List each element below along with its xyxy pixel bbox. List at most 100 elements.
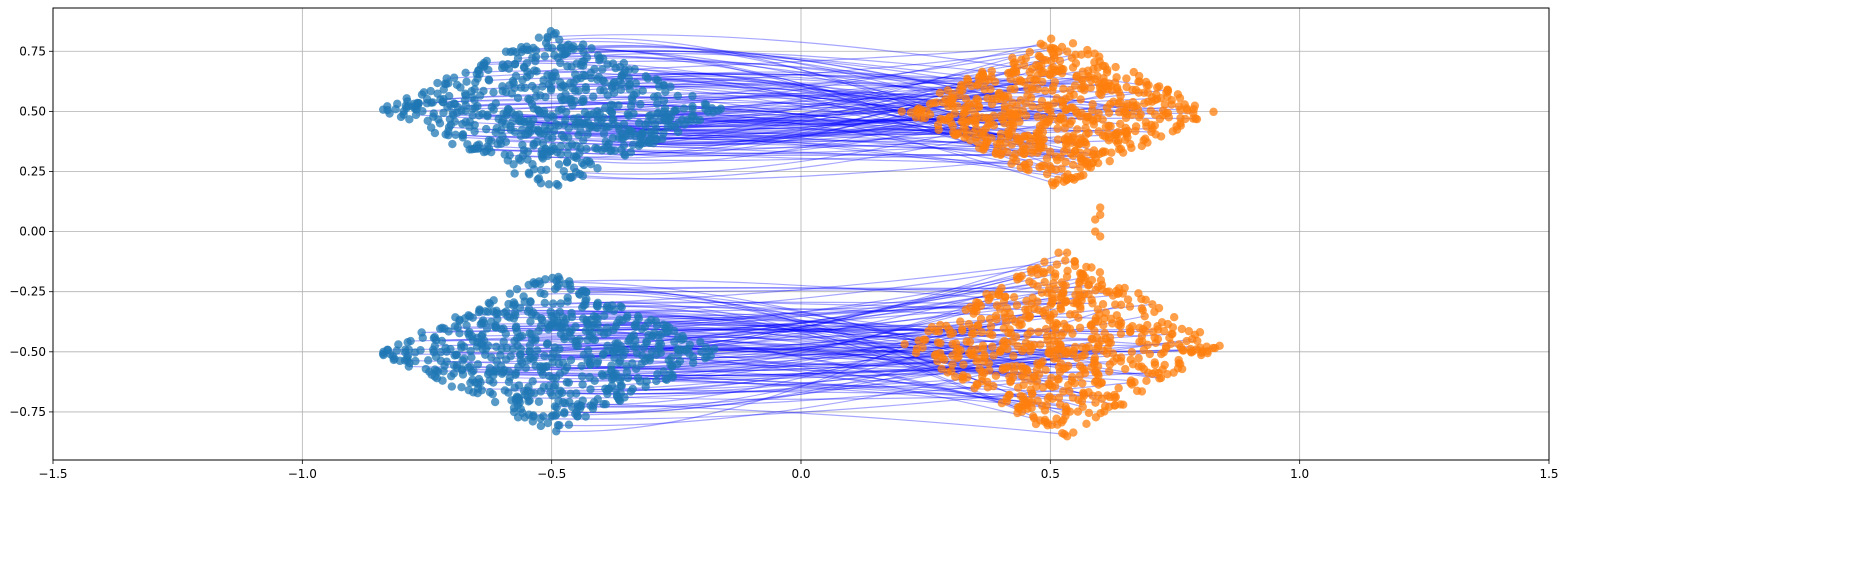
target-point [992, 301, 1002, 310]
target-point [1082, 112, 1091, 121]
target-point [1019, 149, 1028, 159]
source-point [447, 382, 457, 391]
target-point [1095, 52, 1104, 61]
target-point [1040, 120, 1050, 130]
source-point [673, 91, 682, 101]
trajectory-line [564, 279, 1085, 372]
source-point [586, 122, 596, 131]
target-point [1147, 120, 1156, 130]
target-point [1073, 125, 1082, 134]
target-point [1084, 408, 1094, 418]
source-point [622, 367, 632, 377]
x-tick-label: −1.5 [38, 467, 67, 481]
target-point [1103, 65, 1112, 74]
target-point [1114, 320, 1123, 330]
target-point [1042, 331, 1052, 341]
target-point [967, 329, 977, 339]
target-point [986, 85, 995, 94]
source-point [439, 367, 448, 376]
source-point [616, 389, 625, 398]
source-point [465, 312, 475, 321]
target-point [1056, 340, 1065, 350]
target-point [1041, 324, 1051, 334]
target-point [1057, 96, 1066, 105]
source-point [549, 348, 558, 358]
target-point [1069, 131, 1078, 140]
target-point [1093, 362, 1103, 371]
target-point [1144, 80, 1153, 90]
target-point [980, 78, 990, 87]
target-point [1078, 379, 1087, 388]
target-point [1135, 77, 1144, 86]
target-point [1122, 74, 1131, 83]
target-point [1158, 365, 1167, 374]
target-point [1059, 387, 1068, 396]
target-point [1013, 275, 1022, 284]
target-point [1091, 215, 1100, 224]
source-point [672, 105, 681, 115]
trajectory-line [643, 99, 979, 143]
source-point [497, 369, 507, 378]
source-point [617, 345, 626, 354]
target-point [1061, 256, 1070, 265]
source-point [543, 70, 552, 80]
source-point [541, 92, 550, 102]
target-point [1090, 377, 1100, 387]
target-point [1015, 117, 1024, 126]
target-point [1112, 85, 1122, 94]
source-point [696, 337, 705, 347]
source-point [526, 297, 535, 306]
source-point [688, 91, 697, 101]
target-point [1017, 77, 1026, 86]
target-point [1192, 114, 1202, 124]
target-point [994, 290, 1004, 299]
source-point [590, 376, 599, 385]
source-point [521, 390, 530, 399]
trajectory-line [586, 139, 1119, 154]
target-point [1143, 88, 1153, 97]
source-point [478, 62, 488, 71]
source-point [595, 56, 604, 65]
source-point [549, 144, 559, 154]
source-point [645, 136, 655, 145]
source-point [679, 104, 689, 113]
source-point [578, 396, 587, 405]
source-point [511, 368, 521, 378]
source-point [544, 180, 554, 189]
source-point [484, 298, 494, 308]
target-point [1177, 324, 1187, 334]
source-point [617, 72, 626, 81]
target-point [965, 337, 975, 347]
target-point [1046, 34, 1056, 43]
source-point [508, 344, 518, 354]
target-point [944, 113, 954, 123]
source-point [642, 338, 651, 347]
source-point [447, 371, 456, 381]
target-point [1160, 100, 1170, 109]
source-point [579, 160, 589, 170]
target-point [1109, 97, 1118, 106]
target-point [1027, 85, 1037, 94]
source-point [619, 119, 629, 129]
target-point [1087, 363, 1096, 372]
target-point [1040, 257, 1049, 267]
target-point [1051, 179, 1060, 188]
source-point [485, 367, 494, 377]
source-point [385, 349, 395, 359]
target-point [958, 370, 968, 380]
source-point [567, 62, 576, 71]
target-point [1027, 93, 1036, 103]
target-point [1012, 134, 1022, 144]
target-point [1065, 386, 1074, 396]
target-point [1021, 397, 1031, 406]
trajectory-line [556, 330, 940, 433]
target-point [982, 113, 991, 123]
source-point [510, 59, 520, 69]
source-point [565, 397, 574, 407]
source-point [468, 111, 477, 120]
target-point [1053, 135, 1063, 144]
target-point [1087, 263, 1096, 272]
target-point [1088, 99, 1097, 109]
target-point [1049, 50, 1059, 60]
source-point [538, 138, 548, 148]
